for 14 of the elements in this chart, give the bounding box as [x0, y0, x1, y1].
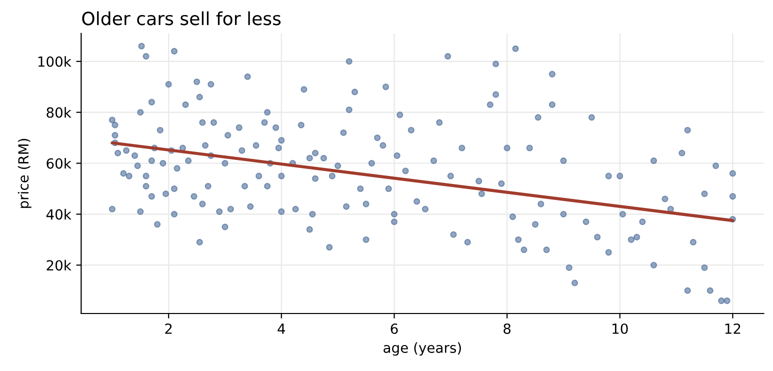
x-tick-label: 6 [390, 323, 398, 334]
x-tick-label: 10 [612, 323, 628, 334]
y-tick-label: 60k [46, 158, 72, 169]
y-tick-label: 100k [38, 56, 72, 67]
x-tick-label: 8 [504, 323, 511, 334]
x-tick-label: 4 [278, 324, 286, 334]
y-axis-title: price (RM) [18, 138, 32, 208]
y-tick-label: 20k [46, 260, 72, 271]
y-tick-label: 40k [46, 208, 72, 220]
chart-title: Older cars sell for less [82, 11, 281, 26]
y-tick-label: 80k [46, 107, 72, 118]
x-tick-label: 2 [165, 323, 172, 334]
x-axis-title: age (years) [384, 342, 461, 356]
x-tick-label: 12 [725, 323, 740, 334]
